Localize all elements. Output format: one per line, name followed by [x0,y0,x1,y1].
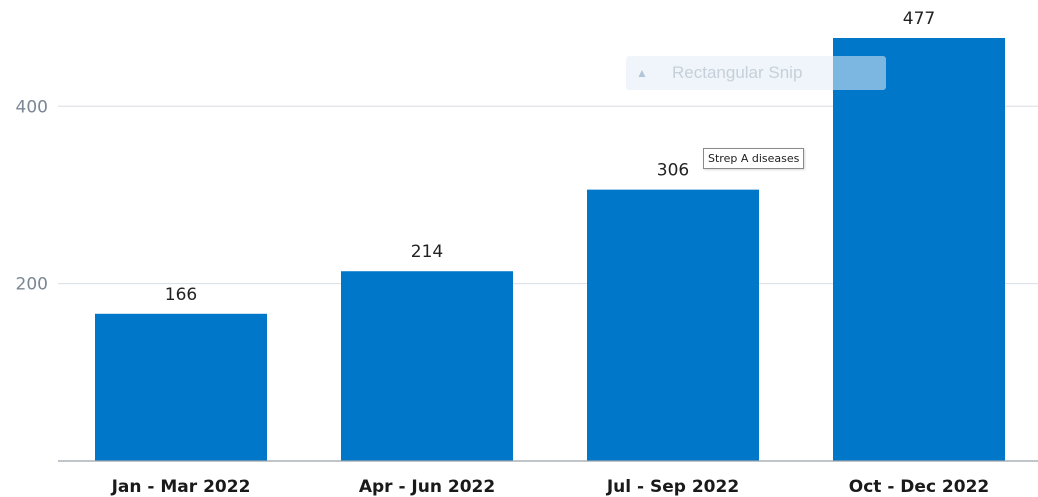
y-tick-label: 400 [16,97,48,117]
x-tick-label: Jul - Sep 2022 [606,477,739,497]
x-tick-label: Oct - Dec 2022 [849,477,990,497]
x-tick-label: Jan - Mar 2022 [111,477,251,497]
snip-label: Rectangular Snip [672,63,803,82]
data-label: 214 [411,242,443,262]
bar[interactable] [95,313,267,461]
bar[interactable] [833,38,1005,461]
y-axis-ticks: 200 400 [16,97,48,294]
bar[interactable] [587,189,759,461]
data-label: 306 [657,161,689,181]
y-tick-label: 200 [16,275,48,295]
rectangular-snip-overlay[interactable]: ▲ Rectangular Snip [626,56,886,90]
data-label: 166 [165,285,197,305]
data-label: 477 [903,9,935,29]
tooltip: Strep A diseases [703,148,805,169]
snip-tool-icon: ▲ [636,66,648,80]
data-labels: 166 214 306 477 [165,9,935,305]
x-tick-label: Apr - Jun 2022 [359,477,495,497]
bar[interactable] [341,271,513,461]
x-axis-ticks: Jan - Mar 2022 Apr - Jun 2022 Jul - Sep 20… [111,477,990,497]
bars [95,38,1005,461]
